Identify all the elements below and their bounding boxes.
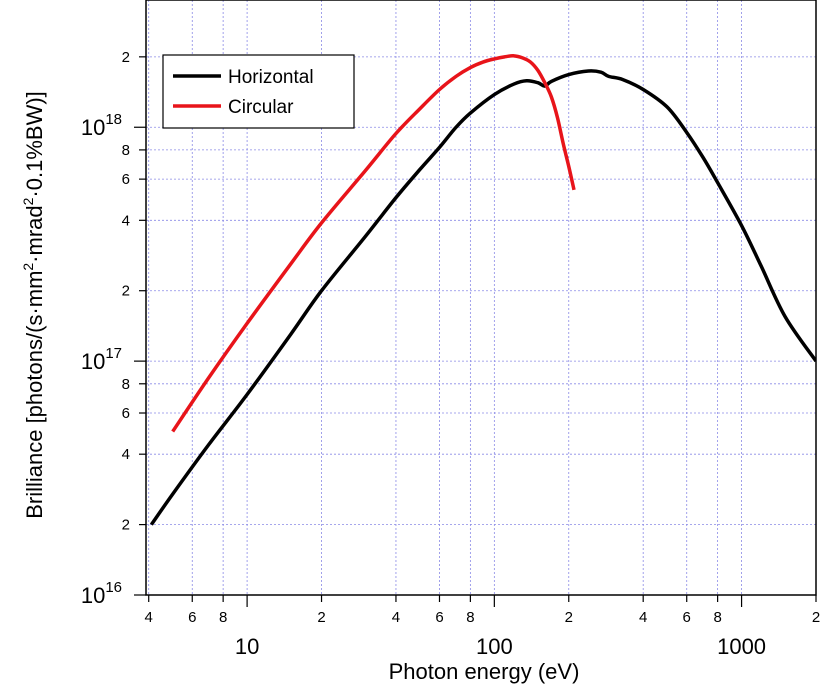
x-minor-tick-label: 8 bbox=[466, 609, 474, 626]
legend-label-horizontal: Horizontal bbox=[228, 67, 314, 88]
x-minor-tick-label: 2 bbox=[812, 609, 820, 626]
series-line-circular bbox=[171, 54, 576, 433]
x-minor-tick-label: 4 bbox=[392, 609, 400, 626]
x-minor-tick-label: 4 bbox=[145, 609, 153, 626]
x-minor-tick-label: 2 bbox=[565, 609, 573, 626]
legend-label-circular: Circular bbox=[228, 97, 294, 118]
x-minor-tick-label: 8 bbox=[713, 609, 721, 626]
x-tick-label: 10 bbox=[235, 634, 259, 659]
x-minor-tick-label: 4 bbox=[639, 609, 647, 626]
y-minor-tick-label: 4 bbox=[122, 446, 130, 463]
y-minor-tick-label: 6 bbox=[122, 171, 130, 188]
y-major-tick-label: 1016 bbox=[81, 579, 122, 608]
x-minor-tick-label: 6 bbox=[683, 609, 691, 626]
series-line-horizontal bbox=[149, 69, 816, 526]
x-minor-tick-label: 2 bbox=[317, 609, 325, 626]
x-minor-tick-label: 6 bbox=[188, 609, 196, 626]
plot-frame bbox=[145, 0, 817, 596]
y-minor-tick-label: 2 bbox=[122, 283, 130, 300]
y-minor-tick-label: 4 bbox=[122, 212, 130, 229]
grid-lines bbox=[146, 0, 816, 595]
legend: Horizontal Circular bbox=[162, 54, 355, 129]
legend-box bbox=[162, 54, 355, 129]
y-minor-tick-label: 2 bbox=[122, 49, 130, 66]
y-major-tick-label: 1017 bbox=[81, 345, 122, 374]
x-minor-tick-label: 6 bbox=[435, 609, 443, 626]
x-minor-tick-label: 8 bbox=[219, 609, 227, 626]
y-axis-title: Brilliance [photons/(s·mm2·mrad2·0.1%BW)… bbox=[20, 91, 47, 519]
x-tick-label: 100 bbox=[476, 634, 513, 659]
y-minor-tick-label: 2 bbox=[122, 517, 130, 534]
x-axis-title: Photon energy (eV) bbox=[389, 659, 580, 684]
y-minor-tick-label: 8 bbox=[122, 142, 130, 159]
y-minor-tick-label: 6 bbox=[122, 405, 130, 422]
y-minor-tick-label: 8 bbox=[122, 376, 130, 393]
axis-ticks: 10 100 1000 4 6 8 2 4 6 8 2 4 6 8 2 2 4 6 8 2 4 6 8 2 1016 1017 10… bbox=[81, 49, 820, 659]
y-major-tick-label: 1018 bbox=[81, 111, 122, 140]
series-lines bbox=[149, 54, 816, 526]
x-tick-label: 1000 bbox=[717, 634, 766, 659]
